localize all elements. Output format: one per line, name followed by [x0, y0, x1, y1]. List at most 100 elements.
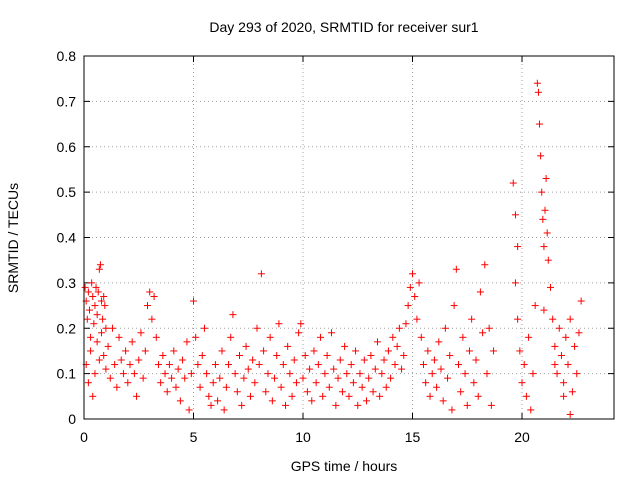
data-point — [413, 315, 421, 323]
data-point — [389, 333, 397, 341]
data-point — [534, 88, 542, 96]
data-point — [104, 342, 112, 350]
data-point — [209, 379, 217, 387]
chart-title: Day 293 of 2020, SRMTID for receiver sur… — [209, 19, 478, 35]
data-point — [358, 383, 366, 391]
data-point — [194, 361, 202, 369]
data-point — [135, 356, 143, 364]
data-point — [108, 324, 116, 332]
data-point — [101, 302, 109, 310]
data-point — [347, 361, 355, 369]
data-point — [398, 365, 406, 373]
data-point — [117, 356, 125, 364]
data-point — [393, 342, 401, 350]
data-point — [246, 392, 254, 400]
data-point — [233, 388, 241, 396]
data-point — [539, 215, 547, 223]
data-point — [511, 211, 519, 219]
data-point — [376, 392, 384, 400]
data-point — [542, 175, 550, 183]
data-point — [273, 351, 281, 359]
data-point — [450, 302, 458, 310]
data-point — [415, 279, 423, 287]
data-point — [92, 283, 100, 291]
data-point — [435, 338, 443, 346]
data-point — [461, 370, 469, 378]
data-point — [481, 261, 489, 269]
data-point — [474, 392, 482, 400]
data-point — [172, 383, 180, 391]
data-point — [190, 297, 198, 305]
data-point — [325, 383, 333, 391]
data-point — [133, 392, 141, 400]
data-point — [555, 324, 563, 332]
data-point — [257, 270, 265, 278]
data-point — [391, 361, 399, 369]
data-point — [541, 206, 549, 214]
data-point — [314, 361, 322, 369]
data-point — [343, 370, 351, 378]
data-point — [174, 365, 182, 373]
data-point — [214, 397, 222, 405]
data-point — [161, 370, 169, 378]
data-point — [448, 406, 456, 414]
data-point — [235, 351, 243, 359]
data-point — [268, 397, 276, 405]
data-point — [255, 361, 263, 369]
data-point — [220, 406, 228, 414]
data-point — [380, 356, 388, 364]
data-point — [551, 361, 559, 369]
data-point — [367, 351, 375, 359]
data-point — [100, 292, 108, 300]
data-point — [111, 361, 119, 369]
data-point — [196, 383, 204, 391]
data-point — [238, 401, 246, 409]
data-point — [514, 315, 522, 323]
data-point — [411, 292, 419, 300]
data-point — [264, 370, 272, 378]
data-point — [225, 361, 233, 369]
data-point — [428, 370, 436, 378]
data-point — [303, 388, 311, 396]
data-point — [518, 379, 526, 387]
data-point — [529, 370, 537, 378]
data-point — [124, 379, 132, 387]
data-point — [286, 370, 294, 378]
data-point — [406, 283, 414, 291]
data-point — [165, 361, 173, 369]
data-point — [98, 297, 106, 305]
data-point — [85, 306, 93, 314]
data-point — [95, 265, 103, 273]
data-point — [568, 388, 576, 396]
data-point — [91, 370, 99, 378]
data-point — [433, 383, 441, 391]
data-point — [306, 365, 314, 373]
data-point — [98, 329, 106, 337]
data-point — [426, 392, 434, 400]
data-point — [249, 356, 257, 364]
data-point — [128, 338, 136, 346]
data-point — [90, 320, 98, 328]
data-point — [365, 374, 373, 382]
data-point — [330, 365, 338, 373]
data-point — [288, 392, 296, 400]
data-point — [522, 392, 530, 400]
data-point — [566, 315, 574, 323]
data-point — [564, 361, 572, 369]
data-point — [262, 388, 270, 396]
data-point — [168, 374, 176, 382]
data-point — [537, 152, 545, 160]
data-point — [176, 397, 184, 405]
y-tick-label: 0.8 — [57, 48, 77, 64]
data-point — [371, 365, 379, 373]
data-point — [483, 370, 491, 378]
data-point — [83, 315, 91, 323]
data-point — [419, 361, 427, 369]
data-point — [373, 338, 381, 346]
data-point — [409, 270, 417, 278]
data-point — [334, 374, 342, 382]
data-point — [575, 329, 583, 337]
data-point — [538, 188, 546, 196]
plot-frame — [83, 55, 615, 420]
data-point — [345, 392, 353, 400]
